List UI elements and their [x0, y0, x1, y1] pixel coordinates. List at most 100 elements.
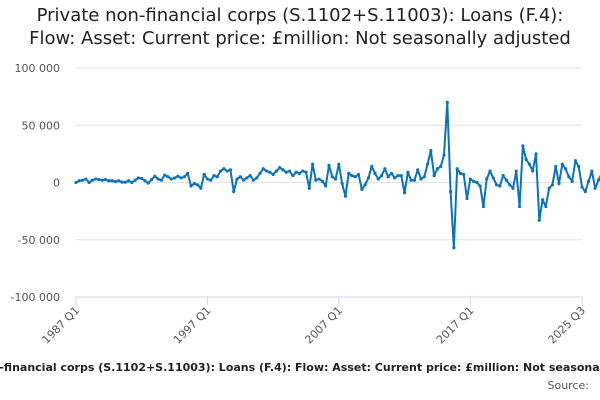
data-point: [554, 164, 558, 169]
data-point: [442, 153, 446, 157]
y-tick-label: -100 000: [11, 291, 60, 304]
data-point: [327, 163, 331, 167]
data-point: [307, 186, 311, 190]
data-point: [534, 152, 538, 156]
data-point: [504, 178, 509, 182]
data-point: [159, 178, 164, 182]
data-point: [524, 158, 528, 162]
data-point: [366, 176, 371, 180]
data-point: [176, 174, 180, 178]
data-point: [117, 179, 121, 183]
data-point: [429, 148, 433, 153]
source-label: Source:: [548, 379, 590, 392]
data-point: [570, 179, 574, 183]
data-point: [324, 184, 328, 188]
data-point: [255, 176, 259, 180]
data-point: [337, 162, 341, 166]
data-point: [550, 183, 555, 187]
data-point: [169, 177, 173, 181]
data-point: [100, 178, 104, 182]
data-point: [136, 176, 141, 180]
grid: [76, 67, 582, 298]
data-point: [435, 167, 440, 171]
data-point: [419, 177, 423, 181]
data-point: [356, 172, 361, 177]
data-point: [567, 175, 571, 179]
data-point: [478, 184, 482, 188]
data-point: [330, 175, 334, 179]
series-layer: [74, 100, 600, 250]
data-point: [274, 169, 279, 173]
data-point: [577, 164, 581, 169]
data-point: [126, 179, 131, 183]
data-point: [370, 164, 374, 169]
data-point: [379, 174, 384, 178]
data-point: [458, 171, 463, 175]
chart-title-line-2: Flow: Asset: Current price: £million: No…: [29, 28, 571, 49]
data-point: [172, 176, 177, 180]
x-tick-label: 2007 Q1: [302, 304, 345, 347]
data-point: [195, 183, 200, 187]
data-point: [143, 179, 147, 183]
data-point: [232, 190, 236, 194]
data-point: [90, 178, 95, 182]
data-point: [531, 169, 535, 173]
data-point: [462, 172, 466, 177]
data-point: [235, 177, 239, 181]
data-point: [304, 170, 308, 174]
data-point: [228, 168, 233, 172]
data-point: [383, 167, 387, 171]
data-point: [123, 180, 127, 184]
data-point: [110, 179, 114, 183]
data-point: [140, 176, 144, 181]
data-point: [241, 178, 246, 182]
data-point: [586, 179, 591, 183]
data-point: [209, 178, 213, 182]
data-point: [258, 171, 262, 175]
data-point: [537, 218, 541, 222]
data-point: [425, 162, 430, 166]
data-point: [314, 178, 318, 182]
y-tick-label: 100 000: [15, 62, 61, 75]
data-point: [84, 177, 88, 181]
data-point: [87, 180, 91, 185]
x-tick-label: 1997 Q1: [171, 304, 214, 347]
data-point: [261, 167, 265, 171]
data-point: [508, 183, 512, 187]
data-point: [166, 175, 170, 179]
data-point: [291, 174, 295, 178]
data-point: [376, 177, 380, 181]
data-point: [540, 198, 545, 202]
data-point: [317, 177, 321, 181]
data-point: [514, 169, 518, 173]
data-point: [452, 246, 456, 250]
data-point: [465, 196, 469, 201]
data-point: [448, 190, 453, 194]
x-tick-label: 1987 Q1: [40, 304, 83, 347]
data-point: [77, 179, 81, 183]
x-tick-label: 2017 Q1: [434, 304, 477, 347]
data-point: [402, 191, 407, 195]
data-point: [596, 178, 600, 182]
data-point: [146, 181, 150, 185]
data-point: [471, 179, 476, 183]
x-axis: 1987 Q1 1997 Q1 2007 Q1 2017 Q1 2025 Q3: [40, 296, 588, 347]
data-point: [481, 204, 486, 209]
data-point: [103, 178, 108, 182]
data-point: [264, 169, 269, 173]
data-point: [580, 185, 584, 189]
data-point: [498, 184, 502, 188]
data-point: [468, 177, 472, 181]
chart-title: Private non-financial corps (S.1102+S.11…: [0, 4, 600, 50]
legend-series-label: Private non-financial corps (S.1102+S.11…: [0, 361, 600, 374]
data-point: [544, 204, 548, 209]
data-point: [347, 171, 351, 175]
data-point: [573, 159, 578, 163]
data-point: [281, 168, 285, 172]
data-point: [294, 170, 298, 174]
data-point: [271, 172, 275, 177]
data-point: [156, 177, 160, 181]
data-point: [310, 162, 315, 166]
data-point: [412, 178, 417, 182]
data-point: [320, 179, 325, 183]
